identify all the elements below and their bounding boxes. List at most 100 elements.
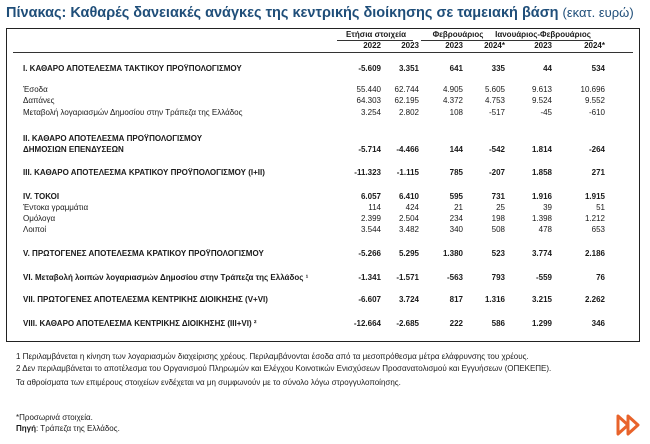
cell-value: 3.215 [531,295,552,304]
row-label: V. ΠΡΩΤΟΓΕΝΕΣ ΑΠΟΤΕΛΕΣΜΑ ΚΡΑΤΙΚΟΥ ΠΡΟΫΠΟ… [23,249,264,258]
cell-value: 2.262 [584,295,605,304]
header-janfeb: Ιανουάριος-Φεβρουάριος [495,30,591,39]
cell-value: 641 [449,64,463,73]
cell-value: 340 [449,225,463,234]
cell-value: 198 [491,214,505,223]
cell-value: 534 [591,64,605,73]
cell-value: 55.440 [356,85,381,94]
row-label: Μεταβολή λογαριασμών Δημοσίου στην Τράπε… [23,108,243,117]
cell-value: 478 [538,225,552,234]
row-label: Έσοδα [23,85,48,94]
cell-value: -4.466 [396,145,419,154]
row-label: ΔΗΜΟΣΙΩΝ ΕΠΕΝΔΥΣΕΩΝ [23,145,124,154]
cell-value: 731 [491,192,505,201]
row-label: VI. Μεταβολή λοιπών λογαριασμών Δημοσίου… [23,273,309,282]
table-row: VII. ΠΡΩΤΟΓΕΝΕΣ ΑΠΟΤΕΛΕΣΜΑ ΚΕΝΤΡΙΚΗΣ ΔΙΟ… [7,294,637,305]
cell-value: 1.316 [484,295,505,304]
row-label: VII. ΠΡΩΤΟΓΕΝΕΣ ΑΠΟΤΕΛΕΣΜΑ ΚΕΝΤΡΙΚΗΣ ΔΙΟ… [23,295,268,304]
provisional-note: *Προσωρινά στοιχεία. [16,413,93,422]
cell-value: 1.299 [531,319,552,328]
table-row: Έντοκα γραμμάτια 114 424 21 25 39 51 [7,202,637,213]
header-year-3: 2024* [484,41,505,50]
header-annual: Ετήσια στοιχεία [345,30,407,39]
cell-value: -12.664 [353,319,381,328]
footnote: Τα αθροίσματα των επιμέρους στοιχείων εν… [16,378,401,387]
footnote: 2 Δεν περιλαμβάνεται το αποτέλεσμα του Ο… [16,364,552,373]
cell-value: 64.303 [356,96,381,105]
source-line: Πηγή: Τράπεζα της Ελλάδος. [16,424,120,433]
cell-value: -542 [488,145,505,154]
cell-value: 25 [496,203,505,212]
row-label: Έντοκα γραμμάτια [23,203,89,212]
header-year-2: 2023 [445,41,463,50]
cell-value: 335 [491,64,505,73]
cell-value: 62.744 [394,85,419,94]
cell-value: 234 [449,214,463,223]
cell-value: 21 [454,203,463,212]
row-label: Λοιποί [23,225,47,234]
cell-value: 2.802 [398,108,419,117]
cell-value: 817 [449,295,463,304]
table-row: ΔΗΜΟΣΙΩΝ ΕΠΕΝΔΥΣΕΩΝ -5.714 -4.466 144 -542 1.… [7,144,637,155]
cell-value: 523 [491,249,505,258]
cell-value: 76 [596,273,605,282]
header-year-0: 2022 [363,41,381,50]
cell-value: 586 [491,319,505,328]
row-label: ΙΙΙ. ΚΑΘΑΡΟ ΑΠΟΤΕΛΕΣΜΑ ΚΡΑΤΙΚΟΥ ΠΡΟΫΠΟΛΟ… [23,168,265,177]
cell-value: 793 [491,273,505,282]
cell-value: 1.814 [531,145,552,154]
cell-value: -1.341 [358,273,381,282]
cell-value: 595 [449,192,463,201]
cell-value: 9.552 [584,96,605,105]
cell-value: 2.504 [398,214,419,223]
cell-value: 3.482 [398,225,419,234]
row-label: ΙΙ. ΚΑΘΑΡΟ ΑΠΟΤΕΛΕΣΜΑ ΠΡΟΫΠΟΛΟΓΙΣΜΟΥ [23,134,203,143]
cell-value: 6.057 [360,192,381,201]
source-text: : Τράπεζα της Ελλάδος. [36,424,120,433]
cell-value: 785 [449,168,463,177]
row-label: VIII. ΚΑΘΑΡΟ ΑΠΟΤΕΛΕΣΜΑ ΚΕΝΤΡΙΚΗΣ ΔΙΟΙΚΗ… [23,319,257,328]
header-year-1: 2023 [401,41,419,50]
cell-value: -6.607 [358,295,381,304]
cell-value: 2.186 [584,249,605,258]
cell-value: 346 [591,319,605,328]
cell-value: -5.609 [358,64,381,73]
cell-value: 3.351 [398,64,419,73]
cell-value: 222 [449,319,463,328]
cell-value: 3.254 [360,108,381,117]
cell-value: 4.372 [442,96,463,105]
cell-value: -264 [588,145,605,154]
cell-value: 4.753 [484,96,505,105]
cell-value: 1.915 [584,192,605,201]
cell-value: -45 [540,108,552,117]
cell-value: 3.544 [360,225,381,234]
table-row: Δαπάνες 64.303 62.195 4.372 4.753 9.524 9.552 [7,95,637,106]
cell-value: -610 [588,108,605,117]
cell-value: 1.916 [531,192,552,201]
table-row: VIII. ΚΑΘΑΡΟ ΑΠΟΤΕΛΕΣΜΑ ΚΕΝΤΡΙΚΗΣ ΔΙΟΙΚΗ… [7,318,637,329]
table-row: Μεταβολή λογαριασμών Δημοσίου στην Τράπε… [7,107,637,118]
cell-value: 653 [591,225,605,234]
source-label: Πηγή [16,424,36,433]
cell-value: 62.195 [394,96,419,105]
table-frame: Ετήσια στοιχεία Φεβρουάριος Ιανουάριος-Φ… [6,28,640,342]
row-label: IV. ΤΟΚΟΙ [23,192,60,201]
table-row: V. ΠΡΩΤΟΓΕΝΕΣ ΑΠΟΤΕΛΕΣΜΑ ΚΡΑΤΙΚΟΥ ΠΡΟΫΠΟ… [7,248,637,259]
table-row: Έσοδα 55.440 62.744 4.905 5.605 9.613 10.696 [7,84,637,95]
cell-value: 3.724 [398,295,419,304]
title-unit: (εκατ. ευρώ) [562,5,634,20]
cell-value: 1.212 [584,214,605,223]
title-text: Πίνακας: Καθαρές δανειακές ανάγκες της κ… [6,5,559,21]
header-feb: Φεβρουάριος [432,30,484,39]
row-label: Ομόλογα [23,214,56,223]
cell-value: 424 [405,203,419,212]
table-row: Ι. ΚΑΘΑΡΟ ΑΠΟΤΕΛΕΣΜΑ ΤΑΚΤΙΚΟΥ ΠΡΟΫΠΟΛΟΓΙ… [7,63,637,74]
header-year-5: 2024* [584,41,605,50]
cell-value: 144 [449,145,463,154]
table-row: Λοιποί 3.544 3.482 340 508 478 653 [7,224,637,235]
cell-value: -207 [488,168,505,177]
cell-value: 108 [449,108,463,117]
cell-value: 114 [368,203,381,212]
cell-value: 3.774 [531,249,552,258]
cell-value: 10.696 [580,85,605,94]
